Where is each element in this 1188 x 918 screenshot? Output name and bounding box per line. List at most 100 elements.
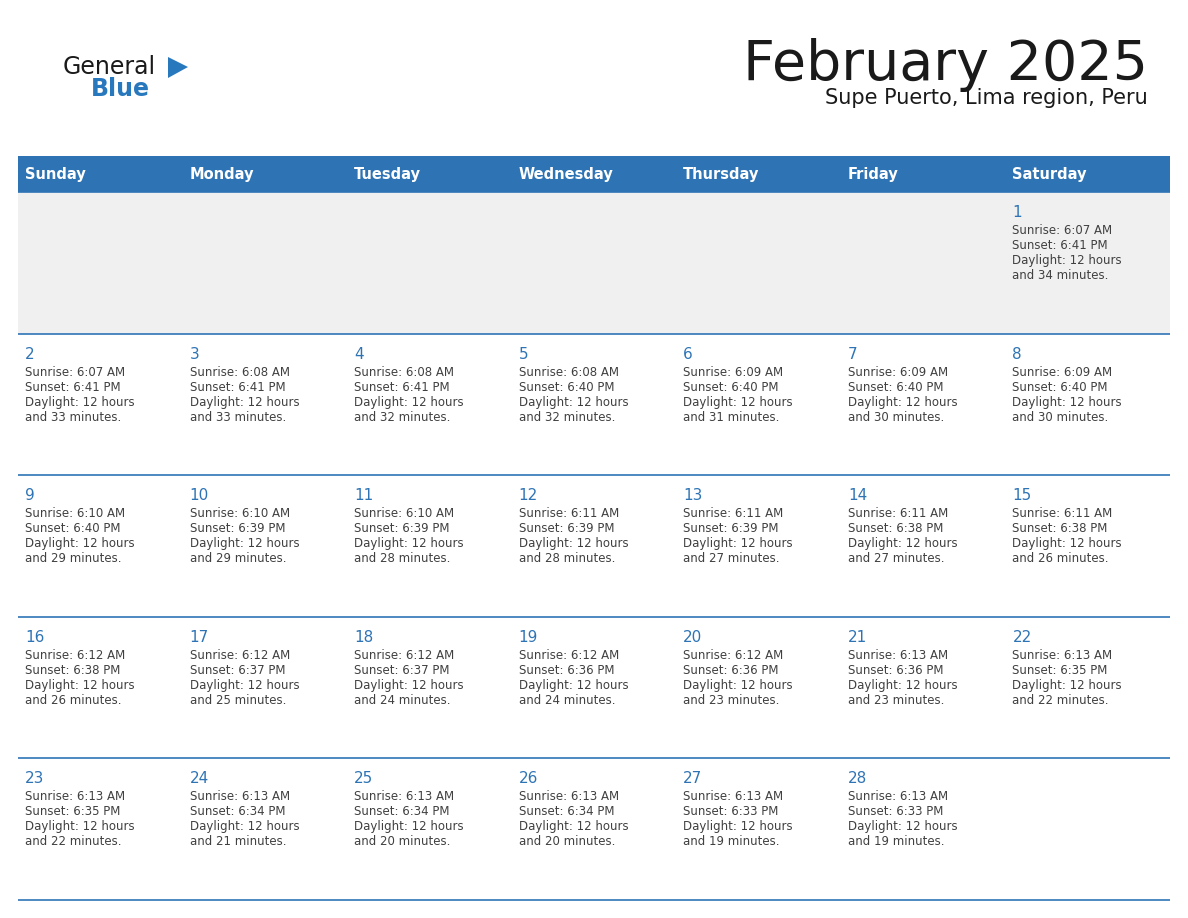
Text: Sunset: 6:39 PM: Sunset: 6:39 PM [190, 522, 285, 535]
Text: Daylight: 12 hours: Daylight: 12 hours [190, 821, 299, 834]
Text: Daylight: 12 hours: Daylight: 12 hours [1012, 537, 1121, 550]
Text: Sunrise: 6:09 AM: Sunrise: 6:09 AM [848, 365, 948, 378]
Text: 11: 11 [354, 488, 373, 503]
Text: Sunset: 6:41 PM: Sunset: 6:41 PM [354, 381, 450, 394]
Text: Tuesday: Tuesday [354, 166, 421, 182]
Text: Sunrise: 6:11 AM: Sunrise: 6:11 AM [1012, 508, 1113, 521]
Text: Sunrise: 6:07 AM: Sunrise: 6:07 AM [1012, 224, 1112, 237]
Text: Sunset: 6:33 PM: Sunset: 6:33 PM [683, 805, 778, 819]
Text: Blue: Blue [91, 77, 150, 101]
Text: Daylight: 12 hours: Daylight: 12 hours [25, 821, 134, 834]
Bar [18, 192, 1170, 333]
Text: Sunset: 6:40 PM: Sunset: 6:40 PM [25, 522, 120, 535]
Text: 10: 10 [190, 488, 209, 503]
Text: and 20 minutes.: and 20 minutes. [354, 835, 450, 848]
Text: and 25 minutes.: and 25 minutes. [190, 694, 286, 707]
Text: 25: 25 [354, 771, 373, 787]
Text: and 28 minutes.: and 28 minutes. [354, 553, 450, 565]
Text: Sunrise: 6:12 AM: Sunrise: 6:12 AM [519, 649, 619, 662]
Polygon shape [168, 57, 188, 78]
Text: Daylight: 12 hours: Daylight: 12 hours [25, 396, 134, 409]
Text: Sunrise: 6:11 AM: Sunrise: 6:11 AM [848, 508, 948, 521]
Text: Sunset: 6:38 PM: Sunset: 6:38 PM [25, 664, 120, 677]
Text: and 24 minutes.: and 24 minutes. [519, 694, 615, 707]
Text: and 32 minutes.: and 32 minutes. [354, 410, 450, 423]
Text: Daylight: 12 hours: Daylight: 12 hours [1012, 254, 1121, 267]
Text: Sunrise: 6:13 AM: Sunrise: 6:13 AM [1012, 649, 1112, 662]
Text: Sunset: 6:36 PM: Sunset: 6:36 PM [519, 664, 614, 677]
Text: Sunrise: 6:11 AM: Sunrise: 6:11 AM [683, 508, 784, 521]
Text: Daylight: 12 hours: Daylight: 12 hours [683, 678, 792, 692]
Text: Sunrise: 6:09 AM: Sunrise: 6:09 AM [683, 365, 783, 378]
Text: 16: 16 [25, 630, 44, 644]
Text: Sunrise: 6:10 AM: Sunrise: 6:10 AM [190, 508, 290, 521]
Text: 1: 1 [1012, 205, 1022, 220]
Text: 28: 28 [848, 771, 867, 787]
Bar [18, 476, 1170, 617]
Text: Sunset: 6:41 PM: Sunset: 6:41 PM [25, 381, 121, 394]
Text: Sunrise: 6:10 AM: Sunrise: 6:10 AM [354, 508, 454, 521]
Text: 24: 24 [190, 771, 209, 787]
Text: and 29 minutes.: and 29 minutes. [190, 553, 286, 565]
Text: Sunrise: 6:08 AM: Sunrise: 6:08 AM [354, 365, 454, 378]
Text: and 30 minutes.: and 30 minutes. [1012, 410, 1108, 423]
Text: Sunrise: 6:13 AM: Sunrise: 6:13 AM [683, 790, 783, 803]
Text: Sunrise: 6:12 AM: Sunrise: 6:12 AM [354, 649, 454, 662]
Text: 18: 18 [354, 630, 373, 644]
Text: and 24 minutes.: and 24 minutes. [354, 694, 450, 707]
Text: 2: 2 [25, 347, 34, 362]
Text: Daylight: 12 hours: Daylight: 12 hours [25, 678, 134, 692]
Text: Sunrise: 6:07 AM: Sunrise: 6:07 AM [25, 365, 125, 378]
Text: Monday: Monday [190, 166, 254, 182]
Text: Sunset: 6:38 PM: Sunset: 6:38 PM [1012, 522, 1107, 535]
Text: 20: 20 [683, 630, 702, 644]
Text: and 20 minutes.: and 20 minutes. [519, 835, 615, 848]
Text: 7: 7 [848, 347, 858, 362]
Text: and 22 minutes.: and 22 minutes. [1012, 694, 1108, 707]
Text: Sunset: 6:34 PM: Sunset: 6:34 PM [519, 805, 614, 819]
Text: Sunrise: 6:13 AM: Sunrise: 6:13 AM [354, 790, 454, 803]
Text: Daylight: 12 hours: Daylight: 12 hours [190, 678, 299, 692]
Bar [841, 156, 1005, 192]
Text: Sunset: 6:38 PM: Sunset: 6:38 PM [848, 522, 943, 535]
Text: 14: 14 [848, 488, 867, 503]
Text: and 22 minutes.: and 22 minutes. [25, 835, 121, 848]
Text: Thursday: Thursday [683, 166, 759, 182]
Text: Sunset: 6:37 PM: Sunset: 6:37 PM [190, 664, 285, 677]
Text: 22: 22 [1012, 630, 1031, 644]
Text: Daylight: 12 hours: Daylight: 12 hours [848, 537, 958, 550]
Text: and 34 minutes.: and 34 minutes. [1012, 269, 1108, 282]
Text: February 2025: February 2025 [742, 38, 1148, 92]
Text: and 30 minutes.: and 30 minutes. [848, 410, 944, 423]
Text: Sunrise: 6:08 AM: Sunrise: 6:08 AM [519, 365, 619, 378]
Bar [676, 156, 841, 192]
Text: Daylight: 12 hours: Daylight: 12 hours [848, 678, 958, 692]
Text: Daylight: 12 hours: Daylight: 12 hours [354, 821, 463, 834]
Text: Sunrise: 6:10 AM: Sunrise: 6:10 AM [25, 508, 125, 521]
Text: 17: 17 [190, 630, 209, 644]
Text: Sunset: 6:41 PM: Sunset: 6:41 PM [190, 381, 285, 394]
Bar [1005, 156, 1170, 192]
Text: and 33 minutes.: and 33 minutes. [25, 410, 121, 423]
Text: Sunset: 6:40 PM: Sunset: 6:40 PM [1012, 381, 1108, 394]
Text: 5: 5 [519, 347, 529, 362]
Text: Daylight: 12 hours: Daylight: 12 hours [683, 537, 792, 550]
Text: General: General [63, 55, 156, 79]
Bar [18, 156, 183, 192]
Text: Sunrise: 6:09 AM: Sunrise: 6:09 AM [1012, 365, 1112, 378]
Text: Daylight: 12 hours: Daylight: 12 hours [519, 537, 628, 550]
Text: 12: 12 [519, 488, 538, 503]
Text: Sunrise: 6:08 AM: Sunrise: 6:08 AM [190, 365, 290, 378]
Text: Daylight: 12 hours: Daylight: 12 hours [354, 396, 463, 409]
Text: and 31 minutes.: and 31 minutes. [683, 410, 779, 423]
Text: Friday: Friday [848, 166, 898, 182]
Text: Sunset: 6:39 PM: Sunset: 6:39 PM [519, 522, 614, 535]
Text: and 28 minutes.: and 28 minutes. [519, 553, 615, 565]
Text: Saturday: Saturday [1012, 166, 1087, 182]
Text: 4: 4 [354, 347, 364, 362]
Text: Sunset: 6:33 PM: Sunset: 6:33 PM [848, 805, 943, 819]
Bar [347, 156, 512, 192]
Text: Daylight: 12 hours: Daylight: 12 hours [519, 821, 628, 834]
Text: Sunset: 6:41 PM: Sunset: 6:41 PM [1012, 239, 1108, 252]
Text: Wednesday: Wednesday [519, 166, 613, 182]
